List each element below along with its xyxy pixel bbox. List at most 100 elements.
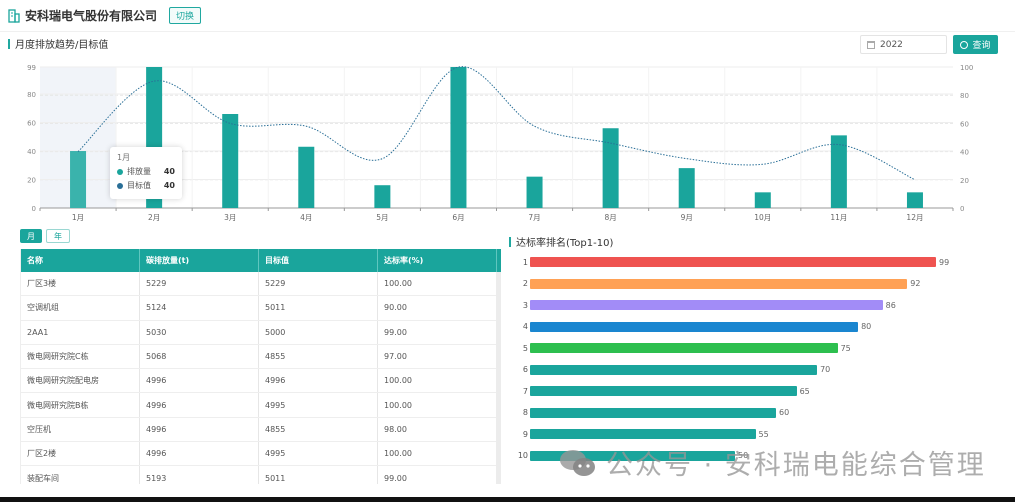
ranking-row[interactable]: 7 65 [510, 386, 810, 396]
top-bar: 安科瑞电气股份有限公司 切换 [0, 0, 1015, 32]
table-cell: 5030 [140, 320, 259, 344]
building-icon [8, 8, 20, 23]
column-header-target[interactable]: 目标值 [259, 249, 378, 272]
year-picker[interactable]: 2022 [860, 35, 947, 54]
table-cell: 98.00 [378, 417, 497, 442]
ranking-row[interactable]: 3 86 [510, 300, 896, 310]
rank-number: 1 [522, 257, 528, 267]
table-row[interactable]: 微电网研究院C栋 5068 4855 97.00 [21, 344, 501, 370]
watermark-text: 公众号 · 安科瑞电能综合管理 [606, 450, 986, 481]
rank-bar [530, 407, 777, 418]
legend-dot-icon [117, 182, 123, 189]
rank-bar [530, 278, 908, 289]
table-cell: 100.00 [378, 442, 497, 466]
left-axis-tick: 40 [27, 148, 36, 156]
x-axis-label: 7月 [528, 213, 540, 222]
emission-bar[interactable] [374, 185, 391, 208]
ranking-row[interactable]: 8 60 [510, 407, 790, 418]
right-axis-tick: 40 [960, 149, 969, 157]
emission-bar[interactable] [906, 192, 923, 208]
table-row[interactable]: 装配车间 5193 5011 99.00 [21, 466, 501, 484]
table-row[interactable]: 2AA1 5030 5000 99.00 [21, 320, 501, 345]
column-header-emission[interactable]: 碳排放量(t) [140, 249, 259, 272]
table-cell: 97.00 [378, 344, 497, 369]
table-cell: 空调机组 [21, 296, 140, 320]
rank-number: 8 [522, 408, 528, 417]
x-axis-label: 12月 [906, 213, 923, 222]
table-cell: 100.00 [378, 369, 497, 393]
x-axis-label: 3月 [224, 213, 236, 222]
table-cell: 4996 [140, 393, 259, 417]
table-row[interactable]: 空压机 4996 4855 98.00 [21, 417, 501, 443]
rank-number: 6 [522, 365, 528, 374]
table-cell: 100.00 [378, 393, 497, 417]
tooltip-value: 40 [163, 167, 175, 176]
table-cell: 微电网研究院C栋 [21, 344, 140, 369]
ranking-row[interactable]: 6 70 [510, 364, 831, 375]
wechat-icon [560, 449, 595, 476]
switch-company-button[interactable]: 切换 [169, 7, 202, 24]
table-cell: 厂区2楼 [21, 442, 140, 466]
column-header-name[interactable]: 名称 [21, 249, 140, 272]
emission-bar[interactable] [222, 114, 239, 208]
ranking-chart: 1 99 2 92 3 86 4 80 5 75 6 70 7 65 8 60 9 55 10 50 [510, 232, 1010, 472]
rank-value: 60 [779, 408, 790, 417]
period-tabs: 月 年 [20, 229, 70, 243]
table-row[interactable]: 微电网研究院配电房 4996 4996 100.00 [21, 369, 501, 394]
emission-bar[interactable] [298, 146, 315, 208]
emission-bar[interactable] [526, 176, 543, 208]
table-cell: 4995 [259, 393, 378, 417]
table-cell: 4996 [140, 442, 259, 466]
left-axis-tick: 0 [32, 205, 36, 213]
rank-number: 5 [522, 343, 528, 353]
emission-bar[interactable] [602, 128, 619, 208]
table-row[interactable]: 微电网研究院B栋 4996 4995 100.00 [21, 393, 501, 418]
bottom-border [0, 497, 1015, 502]
table-cell: 5229 [259, 272, 378, 296]
rank-number: 7 [522, 386, 528, 396]
rank-value: 86 [885, 300, 896, 310]
emission-bar[interactable] [678, 168, 695, 208]
rank-bar [530, 429, 756, 439]
table-cell: 4995 [259, 442, 378, 466]
ranking-row[interactable]: 10 50 [510, 450, 748, 461]
table-cell: 厂区3楼 [21, 272, 140, 296]
emission-bar[interactable] [754, 192, 771, 208]
ranking-row[interactable]: 9 55 [510, 429, 769, 439]
legend-dot-icon [117, 168, 123, 175]
tab-year[interactable]: 年 [46, 229, 70, 243]
trend-chart[interactable]: 0 20 40 60 80 100 0 20 40 60 80 99 1月 2月 3月 4月 5月 6月 7月 8月 9… [0, 58, 1015, 223]
table-cell: 微电网研究院B栋 [21, 393, 140, 417]
table-scrollbar[interactable] [496, 272, 501, 484]
table-row[interactable]: 厂区3楼 5229 5229 100.00 [21, 272, 501, 297]
column-header-rate[interactable]: 达标率(%) [378, 249, 497, 272]
calendar-icon [867, 40, 875, 49]
tooltip-value: 40 [163, 181, 175, 190]
query-button[interactable]: 查询 [953, 35, 998, 54]
rank-number: 10 [517, 451, 528, 460]
rank-bar [530, 386, 797, 396]
rank-value: 80 [861, 322, 872, 331]
table-cell: 5000 [259, 320, 378, 344]
right-axis-tick: 60 [960, 120, 969, 128]
table-cell: 5229 [140, 272, 259, 296]
ranking-section-title: 达标率排名(Top1-10) [509, 234, 613, 249]
emission-bar[interactable] [830, 135, 847, 208]
ranking-row[interactable]: 1 99 [510, 257, 949, 267]
emission-bar[interactable] [70, 151, 87, 208]
ranking-row[interactable]: 5 75 [510, 343, 851, 353]
tooltip-row-target: 目标值 40 [117, 180, 175, 191]
table-cell: 空压机 [21, 417, 140, 442]
rank-value: 70 [820, 365, 831, 374]
table-row[interactable]: 厂区2楼 4996 4995 100.00 [21, 442, 501, 467]
ranking-row[interactable]: 2 92 [510, 278, 920, 289]
table-cell: 90.00 [378, 296, 497, 320]
tab-month[interactable]: 月 [20, 229, 42, 243]
left-axis-tick: 60 [27, 120, 36, 128]
x-axis-label: 10月 [754, 213, 771, 222]
x-axis-label: 6月 [452, 213, 464, 222]
table-row[interactable]: 空调机组 5124 5011 90.00 [21, 296, 501, 321]
emission-bar[interactable] [450, 67, 467, 208]
ranking-row[interactable]: 4 80 [510, 321, 872, 332]
company-name: 安科瑞电气股份有限公司 [25, 9, 158, 23]
